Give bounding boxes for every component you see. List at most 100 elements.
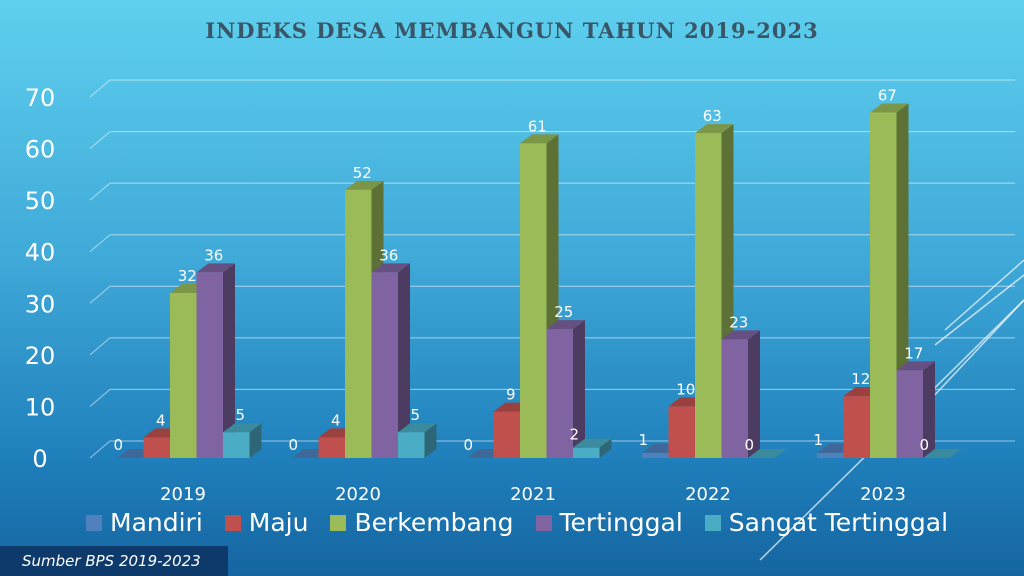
- data-label: 32: [178, 267, 197, 285]
- bar-berkembang: [345, 189, 372, 459]
- data-label: 0: [744, 436, 754, 454]
- bar-sangat-tertinggal: [398, 432, 425, 458]
- data-label: 1: [813, 431, 823, 449]
- gridline: [89, 79, 1015, 98]
- bar-top: [573, 438, 612, 448]
- bar-tertinggal: [371, 272, 398, 458]
- legend-swatch: [86, 514, 102, 531]
- data-label: 52: [353, 164, 372, 182]
- legend-label: Sangat Tertinggal: [728, 508, 949, 537]
- data-label: 1: [638, 431, 648, 449]
- bar-side: [923, 361, 935, 458]
- x-tick-label: 2023: [860, 484, 906, 505]
- x-tick-label: 2022: [685, 484, 731, 505]
- y-tick-label: 70: [25, 84, 56, 112]
- legend-swatch: [535, 514, 552, 531]
- bar-maju: [668, 406, 695, 458]
- legend-item: Mandiri: [86, 508, 203, 537]
- y-tick-label: 10: [25, 393, 56, 421]
- data-label: 5: [410, 406, 420, 424]
- x-tick-label: 2019: [160, 484, 206, 505]
- bar-sangat-tertinggal: [573, 447, 600, 458]
- legend-item: Maju: [224, 508, 309, 537]
- bar-top: [371, 263, 410, 273]
- data-label: 5: [235, 406, 245, 424]
- bar-tertinggal: [896, 370, 923, 458]
- data-label: 23: [729, 313, 748, 331]
- legend-swatch: [330, 514, 347, 531]
- data-label: 0: [919, 436, 929, 454]
- data-label: 4: [156, 411, 166, 429]
- bar-top: [896, 361, 935, 371]
- bar-sangat-tertinggal: [223, 432, 250, 458]
- legend-item: Sangat Tertinggal: [704, 508, 949, 537]
- decorative-line: [934, 274, 1024, 346]
- bar-side: [398, 263, 410, 458]
- bar-top: [223, 423, 262, 433]
- bar-top: [923, 449, 962, 458]
- y-tick-label: 50: [25, 187, 56, 215]
- bar-top: [398, 423, 437, 433]
- bar-top: [695, 124, 734, 134]
- data-label: 67: [878, 86, 897, 104]
- bar-berkembang: [695, 133, 722, 458]
- bar-top: [748, 449, 787, 458]
- data-label: 10: [676, 380, 695, 398]
- data-label: 4: [331, 411, 341, 429]
- legend-item: Tertinggal: [535, 508, 683, 537]
- bar-side: [599, 438, 612, 458]
- data-label: 9: [506, 386, 516, 404]
- data-label: 2: [569, 426, 579, 444]
- y-tick-label: 20: [25, 342, 56, 370]
- legend-label: Tertinggal: [559, 508, 683, 537]
- bar-side: [424, 423, 437, 458]
- bar-mandiri: [642, 452, 669, 458]
- bar-berkembang: [520, 143, 547, 458]
- bar-tertinggal: [721, 339, 748, 458]
- data-label: 36: [204, 246, 223, 264]
- y-tick-label: 30: [25, 290, 56, 318]
- x-tick-label: 2021: [510, 484, 556, 505]
- legend-swatch: [224, 514, 241, 531]
- legend-label: Maju: [248, 508, 309, 537]
- bar-mandiri: [817, 452, 844, 458]
- bar-top: [870, 103, 909, 113]
- bar-top: [345, 180, 384, 190]
- data-label: 63: [703, 107, 722, 125]
- legend: Mandiri Maju Berkembang Tertinggal Sangat Te…: [86, 508, 948, 537]
- bar-berkembang: [870, 112, 897, 458]
- legend-label: Mandiri: [110, 508, 203, 537]
- bar-berkembang: [170, 292, 197, 458]
- bar-top: [721, 330, 760, 340]
- bar-top: [520, 134, 559, 144]
- bar-tertinggal: [546, 329, 573, 458]
- chart-title: INDEKS DESA MEMBANGUN TAHUN 2019-2023: [205, 18, 819, 43]
- bar-maju: [493, 411, 520, 458]
- source-note: Sumber BPS 2019-2023: [0, 546, 228, 576]
- bar-side: [573, 320, 585, 458]
- data-label: 61: [528, 117, 547, 135]
- bar-side: [249, 423, 262, 458]
- data-label: 17: [904, 344, 923, 362]
- bar-maju: [318, 437, 345, 458]
- bar-maju: [843, 396, 870, 458]
- bar-side: [748, 330, 760, 458]
- bar-top: [196, 263, 235, 273]
- bar-side: [223, 263, 235, 458]
- y-tick-label: 40: [25, 239, 56, 267]
- data-label: 36: [379, 246, 398, 264]
- bar-tertinggal: [196, 272, 223, 458]
- data-label: 0: [463, 436, 473, 454]
- legend-label: Berkembang: [354, 508, 514, 537]
- y-tick-label: 0: [32, 445, 47, 473]
- legend-swatch: [704, 514, 721, 531]
- legend-item: Berkembang: [330, 508, 514, 537]
- bar-top: [546, 320, 585, 330]
- bar-maju: [143, 437, 170, 458]
- data-label: 0: [288, 436, 298, 454]
- data-label: 0: [113, 436, 123, 454]
- x-tick-label: 2020: [335, 484, 381, 505]
- data-label: 12: [851, 370, 870, 388]
- decorative-line: [929, 299, 1024, 401]
